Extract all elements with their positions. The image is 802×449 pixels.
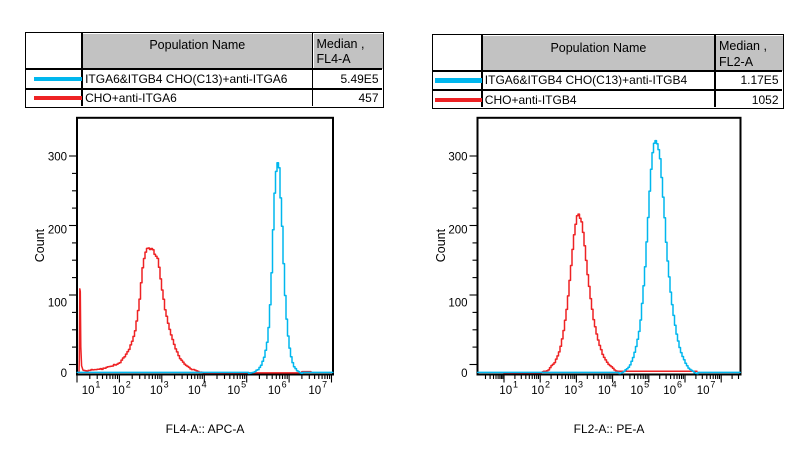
svg-text:10: 10: [598, 385, 611, 397]
svg-text:10: 10: [630, 385, 643, 397]
svg-text:10: 10: [150, 385, 163, 397]
svg-text:10: 10: [112, 385, 125, 397]
svg-text:100: 100: [448, 298, 467, 310]
svg-text:7: 7: [710, 380, 715, 390]
svg-text:0: 0: [61, 368, 67, 380]
svg-text:200: 200: [48, 225, 67, 237]
svg-text:FL4-A:: APC-A: FL4-A:: APC-A: [166, 422, 245, 436]
svg-text:2: 2: [126, 380, 131, 390]
svg-text:10: 10: [268, 385, 281, 397]
svg-text:10: 10: [663, 385, 676, 397]
svg-text:1: 1: [95, 380, 100, 390]
svg-text:4: 4: [612, 380, 617, 390]
svg-text:100: 100: [48, 298, 67, 310]
svg-text:0: 0: [461, 368, 467, 380]
svg-text:4: 4: [202, 380, 207, 390]
svg-text:10: 10: [188, 385, 201, 397]
svg-text:6: 6: [677, 380, 682, 390]
svg-text:300: 300: [448, 151, 467, 163]
svg-text:5: 5: [241, 380, 246, 390]
svg-text:3: 3: [578, 380, 583, 390]
svg-text:10: 10: [308, 385, 321, 397]
svg-text:10: 10: [531, 385, 544, 397]
svg-text:10: 10: [564, 385, 577, 397]
svg-text:5: 5: [644, 380, 649, 390]
svg-text:FL2-A:: PE-A: FL2-A:: PE-A: [574, 422, 645, 436]
svg-text:7: 7: [322, 380, 327, 390]
svg-text:2: 2: [545, 380, 550, 390]
svg-text:Count: Count: [434, 228, 448, 262]
svg-text:3: 3: [164, 380, 169, 390]
svg-text:10: 10: [227, 385, 240, 397]
svg-text:10: 10: [499, 385, 512, 397]
svg-text:300: 300: [48, 151, 67, 163]
svg-text:Count: Count: [33, 228, 47, 262]
svg-text:1: 1: [513, 380, 518, 390]
svg-text:200: 200: [448, 225, 467, 237]
svg-text:6: 6: [282, 380, 287, 390]
svg-text:10: 10: [697, 385, 710, 397]
svg-text:10: 10: [82, 385, 95, 397]
